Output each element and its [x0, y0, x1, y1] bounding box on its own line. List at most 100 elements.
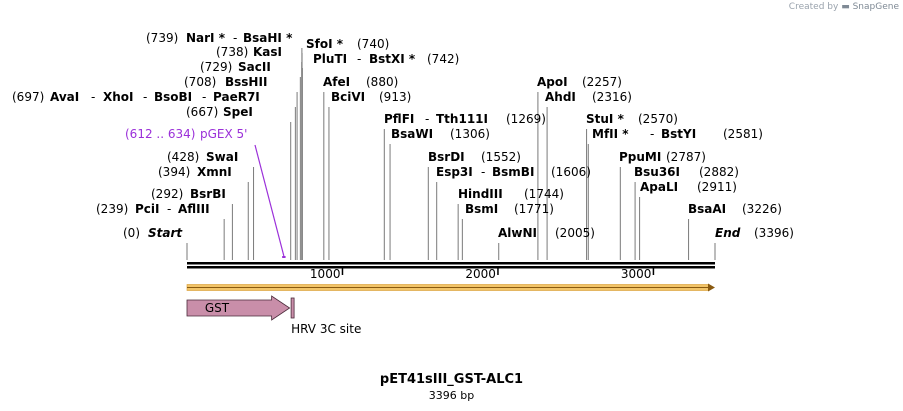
site-position: (738)	[216, 45, 248, 59]
enzyme-name: BsaHI *	[243, 31, 293, 45]
enzyme-name: BsrBI	[190, 187, 226, 201]
enzyme-name: AhdI	[545, 90, 576, 104]
site-position: (667)	[186, 105, 218, 119]
axis-tick-label: 3000	[621, 267, 652, 281]
credit-prefix: Created by	[788, 2, 839, 12]
site-position: (739)	[146, 31, 178, 45]
site-position: (1269)	[506, 112, 546, 126]
primer-group	[254, 144, 286, 258]
features: GST HRV 3C site	[186, 295, 361, 336]
site-position: (292)	[151, 187, 183, 201]
site-position: -	[357, 52, 361, 66]
site-position: (3226)	[742, 202, 782, 216]
site-position: (3396)	[754, 226, 794, 240]
enzyme-name: BsaWI	[391, 127, 433, 141]
enzyme-name: Esp3I	[436, 165, 473, 179]
axis-ticks: 1000 2000 3000	[310, 267, 655, 281]
enzyme-name: KasI	[253, 45, 282, 59]
site-position: (1771)	[514, 202, 554, 216]
enzyme-name: BssHII	[225, 75, 267, 89]
enzyme-name: XmnI	[197, 165, 232, 179]
enzyme-name: Tth111I	[436, 112, 488, 126]
site-lines	[186, 48, 716, 260]
site-position: (913)	[379, 90, 411, 104]
plasmid-name: pET41sIII_GST-ALC1	[379, 372, 524, 387]
site-position: (697)	[12, 90, 44, 104]
primer-leader	[254, 144, 285, 257]
axis-tick-label: 1000	[310, 267, 341, 281]
enzyme-name: AlwNI	[498, 226, 537, 240]
site-position: -	[91, 90, 95, 104]
enzyme-name: SacII	[238, 60, 271, 74]
site-position: (708)	[184, 75, 216, 89]
enzyme-name: PaeR7I	[213, 90, 260, 104]
enzyme-name: End	[715, 226, 741, 240]
enzyme-name: AvaI	[50, 90, 79, 104]
enzyme-name: SwaI	[206, 150, 238, 164]
enzyme-name: NarI *	[186, 31, 226, 45]
snapgene-credit: Created by ▬ SnapGene	[789, 2, 899, 12]
snapgene-logo-icon: ▬	[841, 2, 850, 12]
site-position: (2257)	[582, 75, 622, 89]
site-position: (742)	[427, 52, 459, 66]
primer-label: pGEX 5'	[200, 127, 247, 141]
site-position: -	[143, 90, 147, 104]
backbone-bottom-strand	[187, 266, 715, 269]
site-position: (394)	[158, 165, 190, 179]
site-position: (2570)	[638, 112, 678, 126]
site-position: -	[233, 31, 237, 45]
enzyme-name: ApoI	[537, 75, 568, 89]
site-position: -	[167, 202, 171, 216]
site-position: -	[202, 90, 206, 104]
backbone-top-strand	[187, 262, 715, 265]
enzyme-name: HindIII	[458, 187, 503, 201]
site-position: (1552)	[481, 150, 521, 164]
site-position: (428)	[167, 150, 199, 164]
credit-brand: SnapGene	[852, 2, 899, 12]
enzyme-name: PluTI	[313, 52, 347, 66]
site-position: -	[425, 112, 429, 126]
enzyme-name: SfoI *	[306, 37, 344, 51]
enzyme-name: Start	[148, 226, 183, 240]
enzyme-name: PpuMI	[619, 150, 661, 164]
site-position: (729)	[200, 60, 232, 74]
enzyme-name: StuI *	[586, 112, 625, 126]
site-position: (2581)	[723, 127, 763, 141]
gst-feature-label: GST	[205, 301, 230, 315]
hrv-3c-site-mark	[290, 297, 295, 319]
enzyme-name: BsmBI	[492, 165, 534, 179]
plasmid-length: 3396 bp	[428, 389, 475, 402]
enzyme-name: MfII *	[592, 127, 629, 141]
primer-label: (612 .. 634)	[125, 127, 195, 141]
enzyme-labels: (739) NarI * - BsaHI * SfoI * (740)(738) KasI P…	[12, 31, 794, 240]
enzyme-name: BsaAI	[688, 202, 726, 216]
enzyme-name: BstYI	[661, 127, 696, 141]
site-position: (2911)	[697, 180, 737, 194]
site-position: (0)	[123, 226, 140, 240]
site-position: (2787)	[666, 150, 706, 164]
site-position: (2316)	[592, 90, 632, 104]
site-position: -	[481, 165, 485, 179]
enzyme-name: AfeI	[323, 75, 350, 89]
site-position: (1606)	[551, 165, 591, 179]
enzyme-name: PflFI	[384, 112, 414, 126]
enzyme-name: BsrDI	[428, 150, 465, 164]
enzyme-name: XhoI	[103, 90, 134, 104]
enzyme-name: BsoBI	[154, 90, 192, 104]
enzyme-name: ApaLI	[640, 180, 678, 194]
orf-bar	[186, 283, 715, 292]
enzyme-name: PciI	[135, 202, 160, 216]
enzyme-name: BstXI *	[369, 52, 416, 66]
gst-feature-arrow	[186, 295, 291, 321]
site-position: (1744)	[524, 187, 564, 201]
site-position: (1306)	[450, 127, 490, 141]
enzyme-name: BciVI	[331, 90, 365, 104]
site-position: (239)	[96, 202, 128, 216]
enzyme-name: AflIII	[178, 202, 210, 216]
site-position: -	[650, 127, 654, 141]
enzyme-name: SpeI	[223, 105, 253, 119]
site-position: (740)	[357, 37, 389, 51]
orf-arrowhead	[708, 283, 715, 292]
hrv-3c-site-label: HRV 3C site	[291, 322, 361, 336]
